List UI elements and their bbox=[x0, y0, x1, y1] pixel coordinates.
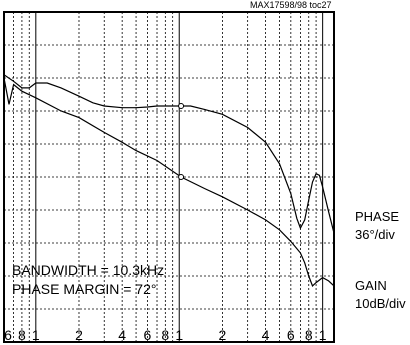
phase-margin-annotation: PHASE MARGIN = 72° bbox=[12, 281, 157, 297]
x-tick-label: 2 bbox=[219, 327, 227, 343]
plot-frame bbox=[3, 11, 335, 343]
grid bbox=[4, 12, 334, 342]
gain-curve bbox=[3, 77, 335, 287]
x-tick-label: 1 bbox=[175, 327, 183, 343]
x-tick-label: 8 bbox=[305, 327, 313, 343]
series-layer bbox=[3, 74, 335, 287]
x-tick-label: 8 bbox=[161, 327, 169, 343]
gain-scale-label: GAIN 10dB/div bbox=[355, 277, 406, 313]
x-tick-label: 6 bbox=[144, 327, 152, 343]
x-tick-label: 4 bbox=[262, 327, 270, 343]
phase-per-div: 36°/div bbox=[355, 227, 395, 242]
gain-name: GAIN bbox=[355, 278, 387, 293]
x-tick-label: 2 bbox=[75, 327, 83, 343]
x-tick-label: 4 bbox=[118, 327, 126, 343]
phase-name: PHASE bbox=[355, 209, 400, 224]
x-tick-label: 1 bbox=[319, 327, 327, 343]
x-tick-label: 1 bbox=[32, 327, 40, 343]
phase-marker bbox=[178, 103, 185, 110]
gain-marker bbox=[178, 174, 185, 180]
gain-per-div: 10dB/div bbox=[355, 296, 406, 311]
bandwidth-annotation: BANDWIDTH = 10.3kHz bbox=[12, 262, 165, 278]
x-tick-label: 6 bbox=[4, 327, 12, 343]
x-tick-label: 6 bbox=[287, 327, 295, 343]
chart-id: MAX17598/98 toc27 bbox=[250, 0, 332, 10]
phase-curve bbox=[3, 74, 335, 234]
phase-scale-label: PHASE 36°/div bbox=[355, 208, 399, 244]
x-tick-label: 8 bbox=[18, 327, 26, 343]
